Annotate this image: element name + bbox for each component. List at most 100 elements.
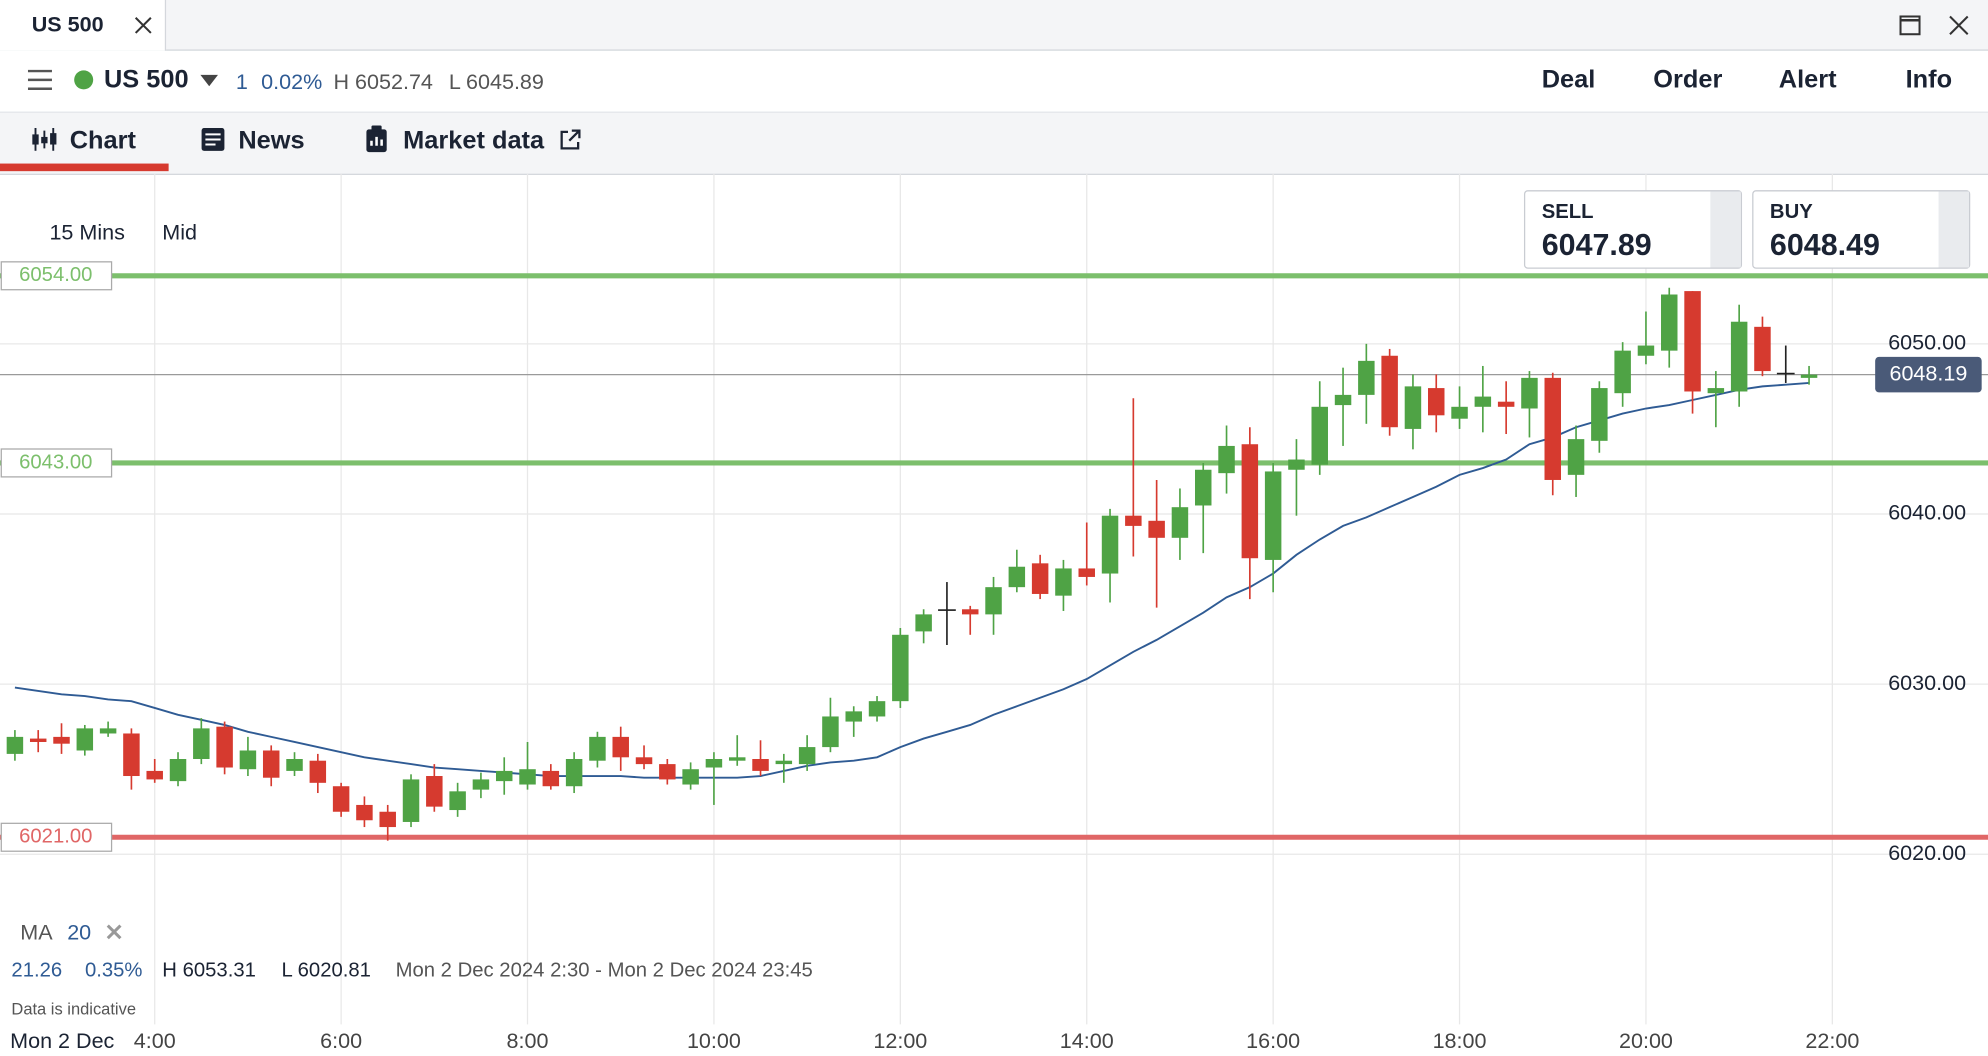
candle-body (705, 759, 723, 768)
candle-body (1521, 377, 1538, 409)
action-button[interactable]: Order (1653, 65, 1723, 94)
instrument-name[interactable]: US 500 (103, 65, 189, 94)
range-high: H 6053.31 (162, 959, 256, 982)
range-change: 21.26 (11, 959, 63, 982)
candle-body (798, 747, 816, 765)
change: 1 (235, 69, 248, 94)
candle-body (1730, 321, 1748, 392)
x-date-label: Mon 2 Dec (10, 1028, 114, 1053)
candle-body (635, 757, 653, 765)
x-tick-label: 18:00 (1433, 1028, 1487, 1053)
candle-body (449, 791, 466, 811)
tab-label[interactable]: News (238, 126, 305, 155)
candle-body (239, 750, 257, 770)
candle-body (29, 738, 47, 742)
candle-body (519, 769, 536, 785)
candle-body (53, 736, 70, 744)
date-range: Mon 2 Dec 2024 2:30 - Mon 2 Dec 2024 23:… (395, 959, 813, 982)
action-button[interactable]: Info (1905, 65, 1953, 94)
candle-body (1218, 445, 1235, 474)
indicator-name: MA (20, 920, 53, 945)
x-tick-label: 8:00 (507, 1028, 549, 1053)
remove-indicator-icon[interactable] (106, 924, 122, 940)
candle-body (76, 728, 94, 751)
x-tick-label: 6:00 (320, 1028, 362, 1053)
active-tab-indicator (0, 163, 169, 172)
price-type[interactable]: Mid (162, 220, 198, 245)
candle-body (822, 716, 839, 748)
window-bar (0, 0, 1988, 51)
candle-body (1637, 345, 1655, 356)
window-close-icon[interactable] (1949, 15, 1969, 35)
external-link-icon[interactable] (559, 129, 581, 151)
candle-body (1078, 568, 1095, 577)
candle-body (1264, 471, 1282, 560)
level-label-box (0, 448, 113, 478)
candle-body (589, 736, 606, 761)
candle-body (775, 760, 793, 765)
moving-average (14, 382, 1810, 779)
candle-body (845, 711, 862, 722)
candle-body (1288, 459, 1305, 470)
candle-body (1614, 350, 1631, 394)
range-change-percent: 0.35% (84, 959, 143, 982)
y-tick-label: 6020.00 (1888, 840, 1966, 865)
candle-body (892, 634, 909, 702)
buy-label: BUY (1769, 201, 1813, 224)
candle-body (565, 759, 583, 787)
sell-label: SELL (1541, 201, 1594, 224)
x-tick-label: 10:00 (687, 1028, 741, 1053)
buy-button[interactable]: BUY 6048.49 (1752, 190, 1971, 269)
market-data-icon (366, 125, 387, 153)
buy-price: 6048.49 (1769, 228, 1880, 263)
level-label-box (0, 261, 113, 291)
indicator-period[interactable]: 20 (67, 920, 92, 945)
candle-body (1334, 394, 1352, 406)
tab-label[interactable]: Chart (69, 126, 136, 155)
day-low: L 6045.89 (448, 69, 544, 94)
candle-body (938, 609, 956, 611)
window-tab[interactable] (0, 0, 167, 51)
candle-body (1358, 360, 1375, 395)
y-tick-label: 6030.00 (1888, 670, 1966, 695)
candle-body (542, 770, 560, 787)
level-label: 6043.00 (19, 451, 92, 473)
x-tick-label: 20:00 (1619, 1028, 1673, 1053)
candle-body (99, 728, 117, 734)
sell-button[interactable]: SELL 6047.89 (1523, 190, 1743, 269)
level-label: 6021.00 (19, 826, 92, 848)
candle-body (495, 770, 513, 782)
candle-body (1125, 515, 1142, 526)
candle-body (1474, 396, 1492, 407)
tab-title: US 500 (31, 12, 104, 37)
candle-body (216, 726, 233, 768)
day-high: H 6052.74 (333, 69, 433, 94)
candle-body (915, 614, 932, 632)
action-button[interactable]: Alert (1778, 65, 1837, 94)
candle-body (985, 587, 1002, 615)
news-icon (201, 128, 225, 151)
interval[interactable]: 15 Mins (49, 220, 125, 245)
candle-body (1171, 507, 1189, 538)
x-tick-label: 12:00 (873, 1028, 927, 1053)
menu-icon[interactable] (27, 69, 52, 91)
maximize-icon[interactable] (1899, 15, 1921, 36)
action-button[interactable]: Deal (1541, 65, 1596, 94)
candle-body (426, 776, 443, 807)
candle-body (1195, 469, 1212, 506)
current-price-box (1875, 356, 1982, 393)
candle-body (332, 786, 350, 812)
dropdown-caret[interactable] (200, 74, 219, 87)
candle-body (728, 757, 746, 761)
candle-body (1311, 406, 1328, 465)
candle-body (1684, 291, 1701, 392)
current-price-label: 6048.19 (1889, 360, 1967, 385)
tab-label[interactable]: Market data (403, 126, 545, 155)
candle-body (6, 736, 24, 754)
candle-body (1497, 401, 1515, 407)
candle-body (1544, 377, 1561, 480)
candle-body (262, 750, 280, 778)
tab-close-icon[interactable] (134, 16, 152, 34)
